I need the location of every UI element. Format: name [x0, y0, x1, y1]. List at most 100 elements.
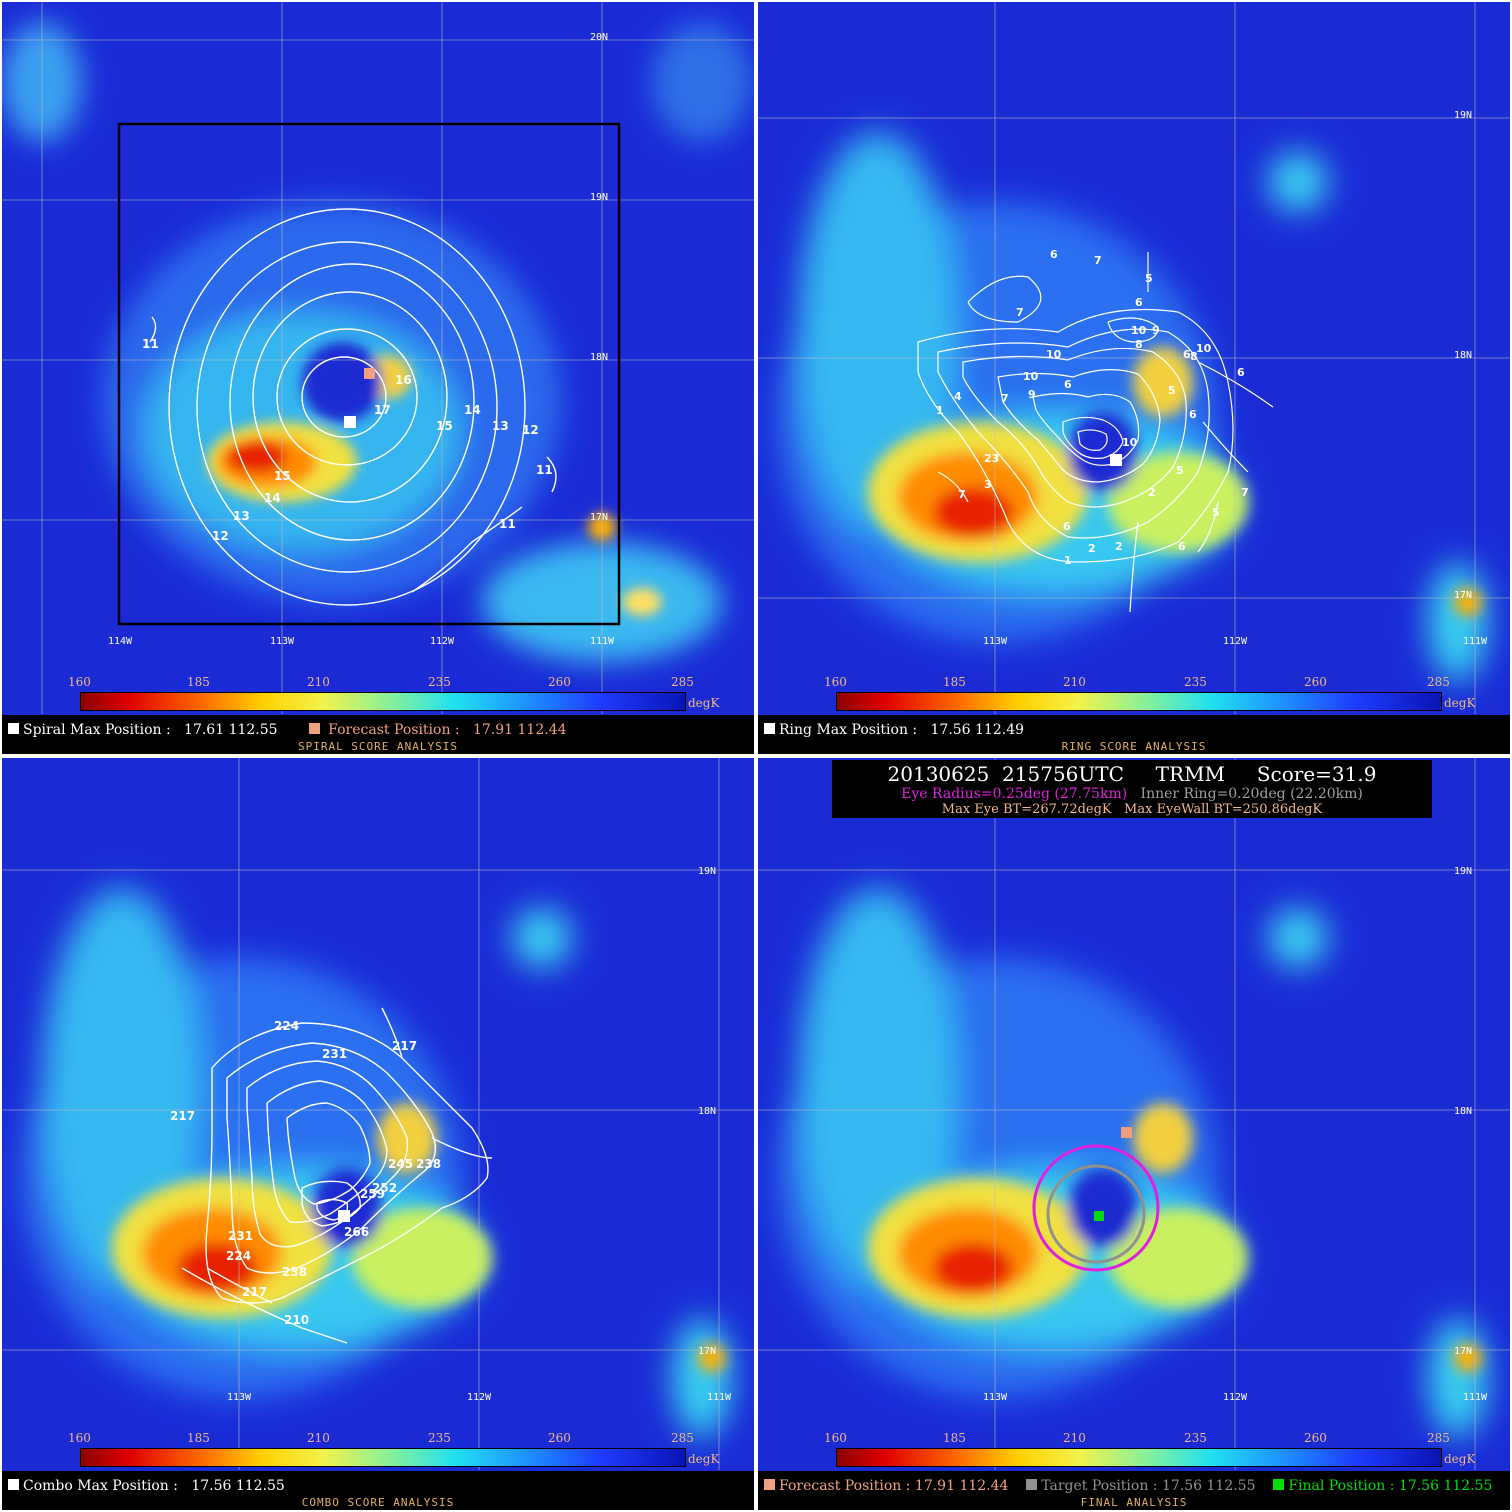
colorbar-unit: degK	[1444, 1452, 1476, 1466]
colorbar-tick: 235	[1184, 675, 1207, 689]
forecast-legend-square	[308, 723, 320, 734]
combo-max-legend-square	[8, 1479, 19, 1490]
lat-label: 17N	[1454, 590, 1472, 601]
lat-label: 17N	[590, 512, 608, 523]
contour-label: 6	[1178, 540, 1186, 553]
inner-ring-text: Inner Ring=0.20deg (22.20km)	[1140, 786, 1363, 802]
colorbar-tick: 210	[1063, 675, 1086, 689]
lat-label: 18N	[1454, 1106, 1472, 1117]
contour-label: 6	[1064, 378, 1072, 391]
forecast-marker	[1121, 1127, 1132, 1138]
contour-label: 2	[1115, 540, 1123, 553]
lat-label: 19N	[1454, 866, 1472, 877]
final-brightness-map: 19N 18N 17N 113W 112W 111W	[758, 758, 1510, 1470]
contour-label: 13	[233, 509, 250, 523]
lat-label: 19N	[590, 192, 608, 203]
spiral-max-marker	[344, 416, 356, 428]
colorbar-tick: 160	[68, 1431, 91, 1445]
ring-max-marker	[1110, 454, 1122, 466]
colorbar	[836, 692, 1442, 711]
contour-label: 238	[416, 1157, 441, 1171]
panel-title: COMBO SCORE ANALYSIS	[301, 1496, 455, 1509]
panel-title: FINAL ANALYSIS	[1080, 1496, 1188, 1509]
lon-label: 112W	[1223, 1392, 1248, 1403]
spiral-brightness-map: 20N 19N 18N 17N 114W 113W 112W 111W 11 1…	[2, 2, 754, 714]
colorbar-tick: 210	[1063, 1431, 1086, 1445]
combo-panel: 19N 18N 17N 113W 112W 111W 224 231 217 2…	[2, 758, 754, 1510]
lat-lon-grid	[758, 758, 1510, 1470]
combo-contours	[181, 1007, 493, 1344]
lat-label: 18N	[590, 352, 608, 363]
colorbar	[80, 1448, 686, 1467]
contour-label: 5	[1145, 272, 1153, 285]
contour-label: 5	[1176, 464, 1184, 477]
colorbar-tick: 260	[548, 1431, 571, 1445]
contour-label: 3	[984, 478, 992, 491]
inner-ring-circle	[1046, 1164, 1146, 1264]
contour-label: 6	[1050, 248, 1058, 261]
contour-label: 231	[228, 1229, 253, 1243]
contour-label: 217	[392, 1039, 417, 1053]
contour-label: 6	[1189, 408, 1197, 421]
contour-label: 23	[984, 452, 999, 465]
scan-time-score: 20130625 215756UTC TRMM Score=31.9	[887, 762, 1377, 786]
contour-label: 7	[1001, 392, 1009, 405]
lat-label: 18N	[698, 1106, 716, 1117]
contour-label: 10	[1122, 436, 1138, 449]
contour-label: 7	[1016, 306, 1024, 319]
lon-label: 113W	[983, 636, 1008, 647]
contour-label: 266	[344, 1225, 369, 1239]
contour-label: 2	[1088, 542, 1096, 555]
contour-label: 11	[536, 463, 553, 477]
lat-label: 17N	[698, 1346, 716, 1357]
final-info-box: 20130625 215756UTC TRMM Score=31.9 Eye R…	[832, 760, 1432, 818]
colorbar-tick: 285	[671, 1431, 694, 1445]
final-value: 17.56 112.55	[1398, 1478, 1493, 1494]
colorbar-tick: 185	[187, 675, 210, 689]
forecast-label: Forecast Position :	[328, 722, 460, 738]
panel-title: SPIRAL SCORE ANALYSIS	[297, 740, 459, 753]
contour-label: 1	[936, 404, 944, 417]
contour-label: 7	[1094, 254, 1102, 267]
analysis-box	[117, 122, 621, 626]
contour-label: 238	[282, 1265, 307, 1279]
forecast-value: 17.91 112.44	[473, 722, 567, 738]
spiral-panel: 20N 19N 18N 17N 114W 113W 112W 111W 11 1…	[2, 2, 754, 754]
colorbar-tick: 185	[943, 675, 966, 689]
eye-radius-circle	[1032, 1144, 1160, 1272]
max-eyewall-bt-text: Max EyeWall BT=250.86degK	[1124, 802, 1323, 817]
final-position-marker	[1094, 1211, 1104, 1221]
ring-max-legend-square	[764, 723, 775, 734]
colorbar-unit: degK	[688, 1452, 720, 1466]
contour-label: 9	[1152, 324, 1160, 337]
contour-label: 4	[954, 390, 962, 403]
colorbar	[80, 692, 686, 711]
ring-max-value: 17.56 112.49	[930, 722, 1025, 738]
contour-label: 10	[1023, 370, 1039, 383]
contour-label: 210	[284, 1313, 309, 1327]
spiral-max-legend-square	[8, 723, 19, 734]
contour-label: 10	[1046, 348, 1062, 361]
lat-lon-grid	[2, 2, 754, 714]
contour-label: 6	[1237, 366, 1245, 379]
contour-label: 11	[499, 517, 516, 531]
colorbar-tick: 260	[548, 675, 571, 689]
contour-label: 12	[212, 529, 229, 543]
lon-label: 111W	[590, 636, 615, 647]
colorbar-unit: degK	[688, 696, 720, 710]
contour-label: 10	[1131, 324, 1147, 337]
contour-label: 2	[1148, 486, 1156, 499]
max-eye-bt-text: Max Eye BT=267.72degK	[941, 802, 1112, 817]
final-panel: 19N 18N 17N 113W 112W 111W 20130625 2157…	[758, 758, 1510, 1510]
colorbar-tick: 260	[1304, 1431, 1327, 1445]
colorbar-tick: 185	[943, 1431, 966, 1445]
combo-max-marker	[338, 1210, 350, 1222]
lon-label: 113W	[983, 1392, 1008, 1403]
lon-label: 113W	[227, 1392, 252, 1403]
contour-label: 12	[522, 423, 539, 437]
combo-max-value: 17.56 112.55	[191, 1478, 285, 1494]
lon-label: 114W	[108, 636, 133, 647]
colorbar-tick: 210	[307, 1431, 330, 1445]
combo-max-label: Combo Max Position :	[23, 1478, 178, 1494]
lat-label: 17N	[1454, 1346, 1472, 1357]
